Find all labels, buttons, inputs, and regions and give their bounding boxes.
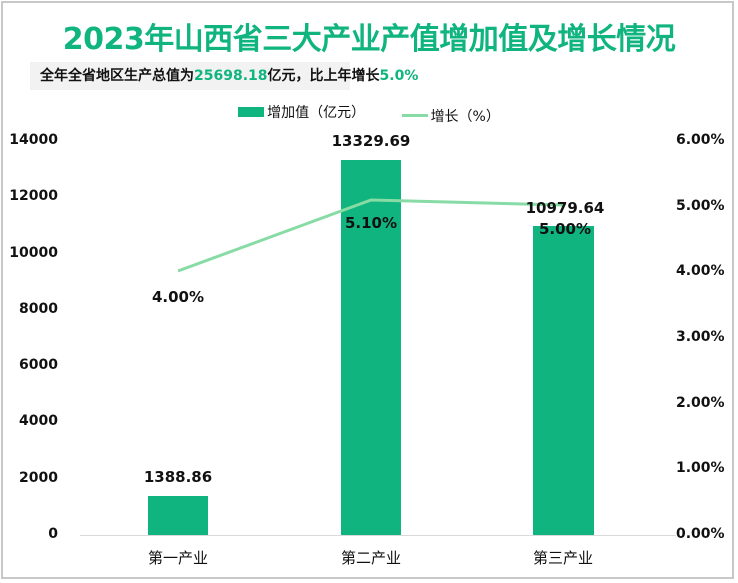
bar-primary-industry[interactable]: [148, 496, 208, 535]
legend-item-bar[interactable]: 增加值（亿元）: [238, 102, 365, 122]
subtitle-prefix: 全年全省地区生产总值为: [40, 68, 194, 84]
bar-value-label: 1388.86: [143, 468, 213, 486]
bar-secondary-industry[interactable]: [341, 160, 401, 535]
y-left-tick: 10000: [9, 245, 58, 261]
x-label: 第一产业: [147, 549, 208, 567]
x-axis-line: [80, 535, 676, 536]
y-right-tick: 2.00%: [676, 395, 725, 411]
y-left-tick: 8000: [19, 301, 58, 317]
y-left-tick: 14000: [9, 132, 58, 148]
legend-bar-swatch: [238, 107, 265, 117]
chart-title: 2023年山西省三大产业产值增加值及增长情况: [62, 22, 676, 57]
y-right-tick: 0.00%: [676, 526, 725, 542]
x-label: 第三产业: [532, 549, 593, 567]
legend-item-line[interactable]: 增长（%）: [401, 106, 500, 126]
y-right-tick: 5.00%: [676, 198, 725, 214]
y-left-tick: 6000: [19, 357, 58, 373]
y-left-tick: 12000: [9, 188, 58, 204]
bar-value-label: 10979.64: [525, 199, 605, 217]
y-right-tick: 4.00%: [676, 263, 725, 279]
y-left-tick: 0: [48, 526, 58, 542]
subtitle-gdp-value: 25698.18: [194, 68, 268, 84]
y-right-tick: 3.00%: [676, 329, 725, 345]
line-value-label: 5.10%: [344, 214, 398, 232]
chart-legend: 增加值（亿元） 增长（%）: [0, 102, 738, 126]
subtitle-middle: 亿元，比上年增长: [267, 68, 380, 84]
y-right-tick: 6.00%: [676, 132, 725, 148]
line-value-label: 5.00%: [538, 220, 592, 238]
y-left-tick: 4000: [19, 413, 58, 429]
line-value-label: 4.00%: [151, 288, 205, 306]
y-right-tick: 1.00%: [676, 460, 725, 476]
chart-subtitle: 全年全省地区生产总值为25698.18亿元，比上年增长5.0%: [30, 62, 418, 90]
x-label: 第二产业: [340, 549, 401, 567]
bar-value-label: 13329.69: [331, 132, 411, 150]
legend-bar-label: 增加值（亿元）: [267, 105, 366, 121]
legend-line-swatch: [401, 114, 428, 117]
bar-tertiary-industry[interactable]: [533, 226, 594, 535]
subtitle-growth-value: 5.0%: [379, 68, 419, 84]
y-left-tick: 2000: [19, 470, 58, 486]
legend-line-label: 增长（%）: [430, 108, 500, 125]
